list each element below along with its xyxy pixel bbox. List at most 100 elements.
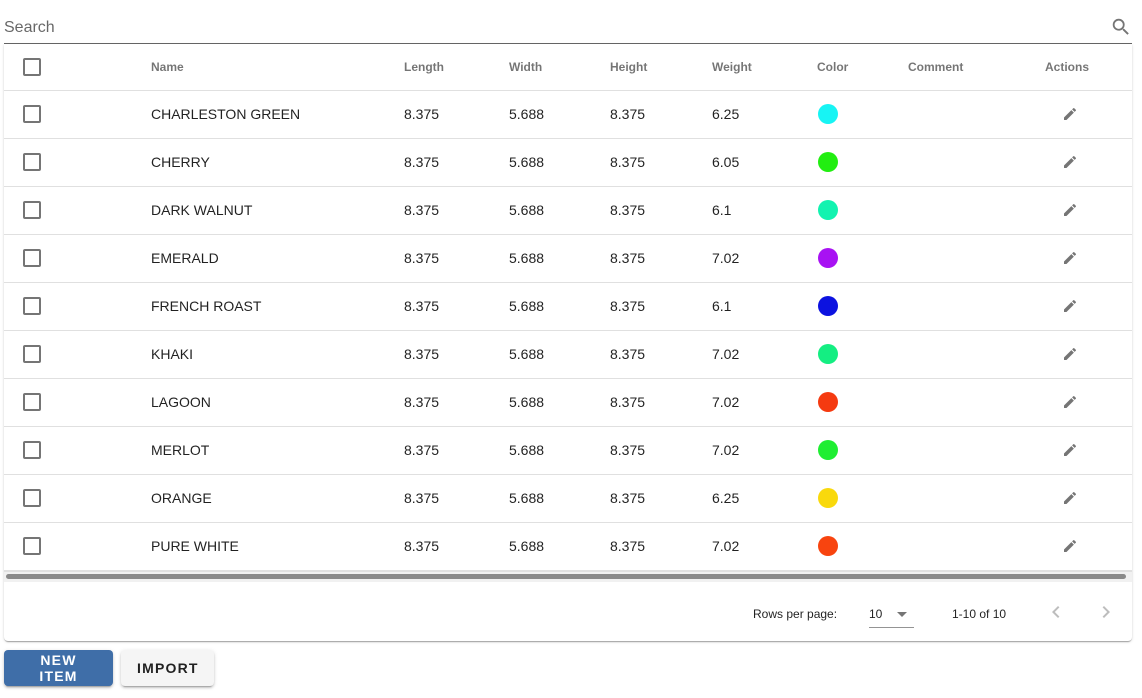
table-row[interactable]: LAGOON 8.375 5.688 8.375 7.02	[4, 378, 1132, 427]
row-checkbox[interactable]	[23, 105, 41, 124]
next-page-button[interactable]	[1094, 600, 1118, 624]
cell-width: 5.688	[509, 378, 610, 427]
previous-page-button[interactable]	[1044, 600, 1068, 624]
table-row[interactable]: KHAKI 8.375 5.688 8.375 7.02	[4, 330, 1132, 379]
cell-actions	[1034, 282, 1132, 331]
color-swatch	[818, 296, 838, 316]
import-button[interactable]: IMPORT	[121, 650, 214, 686]
color-swatch	[818, 248, 838, 268]
edit-button[interactable]	[1058, 198, 1082, 222]
search-input[interactable]	[4, 16, 1099, 40]
row-select-cell	[4, 186, 151, 235]
cell-name: CHERRY	[151, 138, 404, 187]
cell-weight: 7.02	[712, 426, 817, 475]
row-checkbox[interactable]	[23, 393, 41, 412]
cell-width: 5.688	[509, 426, 610, 475]
cell-name: PURE WHITE	[151, 522, 404, 571]
cell-length: 8.375	[404, 282, 509, 331]
row-checkbox[interactable]	[23, 489, 41, 508]
color-swatch	[818, 200, 838, 220]
search-icon[interactable]	[1110, 16, 1132, 38]
new-item-button[interactable]: NEW ITEM	[4, 650, 113, 686]
cell-length: 8.375	[404, 522, 509, 571]
cell-height: 8.375	[610, 90, 712, 139]
row-select-cell	[4, 426, 151, 475]
cell-color	[817, 90, 908, 139]
cell-comment	[908, 282, 1034, 331]
table-row[interactable]: PURE WHITE 8.375 5.688 8.375 7.02	[4, 522, 1132, 571]
column-header-width[interactable]: Width	[509, 44, 610, 91]
row-checkbox[interactable]	[23, 201, 41, 220]
pencil-icon	[1064, 443, 1077, 456]
edit-button[interactable]	[1058, 294, 1082, 318]
cell-actions	[1034, 90, 1132, 139]
cell-actions	[1034, 186, 1132, 235]
table-row[interactable]: DARK WALNUT 8.375 5.688 8.375 6.1	[4, 186, 1132, 235]
chevron-left-icon	[1052, 606, 1060, 618]
row-checkbox[interactable]	[23, 345, 41, 364]
cell-name: ORANGE	[151, 474, 404, 523]
edit-button[interactable]	[1058, 438, 1082, 462]
column-header-weight[interactable]: Weight	[712, 44, 817, 91]
pagination-range: 1-10 of 10	[952, 607, 1007, 621]
cell-actions	[1034, 330, 1132, 379]
cell-actions	[1034, 138, 1132, 187]
row-checkbox[interactable]	[23, 249, 41, 268]
cell-weight: 6.25	[712, 474, 817, 523]
cell-weight: 6.1	[712, 282, 817, 331]
row-checkbox[interactable]	[23, 297, 41, 316]
cell-comment	[908, 90, 1034, 139]
pencil-icon	[1064, 491, 1077, 504]
cell-weight: 7.02	[712, 522, 817, 571]
column-header-actions: Actions	[1034, 44, 1132, 91]
edit-button[interactable]	[1058, 342, 1082, 366]
edit-button[interactable]	[1058, 390, 1082, 414]
table-row[interactable]: MERLOT 8.375 5.688 8.375 7.02	[4, 426, 1132, 475]
edit-button[interactable]	[1058, 102, 1082, 126]
scrollbar-thumb[interactable]	[6, 573, 1126, 579]
cell-height: 8.375	[610, 378, 712, 427]
table-row[interactable]: FRENCH ROAST 8.375 5.688 8.375 6.1	[4, 282, 1132, 331]
cell-color	[817, 282, 908, 331]
table-row[interactable]: ORANGE 8.375 5.688 8.375 6.25	[4, 474, 1132, 523]
cell-height: 8.375	[610, 330, 712, 379]
rows-per-page-select[interactable]: 10	[869, 598, 914, 628]
row-checkbox[interactable]	[23, 441, 41, 460]
edit-button[interactable]	[1058, 246, 1082, 270]
cell-color	[817, 186, 908, 235]
cell-color	[817, 330, 908, 379]
row-select-cell	[4, 474, 151, 523]
select-all-checkbox[interactable]	[23, 57, 41, 76]
table-header-row: Name Length Width Height Weight Color Co…	[4, 44, 1132, 91]
cell-width: 5.688	[509, 282, 610, 331]
column-header-length[interactable]: Length	[404, 44, 509, 91]
edit-button[interactable]	[1058, 534, 1082, 558]
row-checkbox[interactable]	[23, 537, 41, 556]
rows-per-page-value: 10	[869, 607, 883, 621]
color-swatch	[818, 344, 838, 364]
row-select-cell	[4, 330, 151, 379]
column-header-name[interactable]: Name	[151, 44, 404, 91]
cell-color	[817, 426, 908, 475]
color-swatch	[818, 104, 838, 124]
edit-button[interactable]	[1058, 150, 1082, 174]
cell-name: FRENCH ROAST	[151, 282, 404, 331]
table-row[interactable]: EMERALD 8.375 5.688 8.375 7.02	[4, 234, 1132, 283]
color-swatch	[818, 440, 838, 460]
table-row[interactable]: CHARLESTON GREEN 8.375 5.688 8.375 6.25	[4, 90, 1132, 139]
cell-comment	[908, 330, 1034, 379]
horizontal-scrollbar[interactable]	[4, 570, 1132, 582]
cell-name: MERLOT	[151, 426, 404, 475]
column-header-height[interactable]: Height	[610, 44, 712, 91]
row-checkbox[interactable]	[23, 153, 41, 172]
column-header-comment[interactable]: Comment	[908, 44, 1034, 91]
select-all-cell	[4, 44, 151, 91]
cell-weight: 6.1	[712, 186, 817, 235]
row-select-cell	[4, 234, 151, 283]
table-row[interactable]: CHERRY 8.375 5.688 8.375 6.05	[4, 138, 1132, 187]
cell-color	[817, 138, 908, 187]
cell-height: 8.375	[610, 426, 712, 475]
column-header-color[interactable]: Color	[817, 44, 908, 91]
edit-button[interactable]	[1058, 486, 1082, 510]
cell-comment	[908, 426, 1034, 475]
